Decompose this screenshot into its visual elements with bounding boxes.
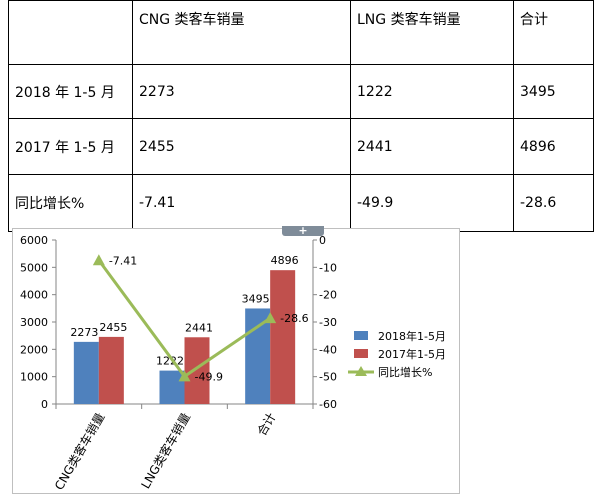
- bar: [73, 341, 99, 404]
- bar-data-label: 3495: [242, 292, 270, 305]
- line-data-label: -7.41: [109, 254, 137, 267]
- y-tick-label: 4000: [20, 289, 48, 302]
- x-category-label: CNG类客车销量: [51, 410, 107, 493]
- add-chart-element-button[interactable]: +: [282, 225, 324, 236]
- bar: [245, 308, 271, 404]
- table-cell: 4896: [513, 118, 594, 175]
- y-tick-label: 2000: [20, 343, 48, 356]
- y-tick-label: 6000: [20, 234, 48, 247]
- line-data-label: -28.6: [280, 312, 308, 325]
- table-cell: 3495: [513, 64, 594, 119]
- y2-tick-label: -50: [319, 371, 337, 384]
- bar: [270, 270, 296, 404]
- table-cell: -49.9: [350, 174, 514, 232]
- y2-tick-label: -20: [319, 289, 337, 302]
- header-cell-total: 合计: [513, 0, 594, 65]
- table-cell: -28.6: [513, 174, 594, 232]
- legend-label: 2018年1-5月: [378, 329, 446, 343]
- table-row: 2017 年 1-5 月 2455 2441 4896: [8, 118, 594, 175]
- y2-tick-label: -40: [319, 343, 337, 356]
- bar-data-label: 2273: [70, 326, 98, 339]
- bar: [159, 370, 185, 404]
- growth-marker: [92, 254, 105, 266]
- line-data-label: -49.9: [195, 370, 223, 383]
- y2-tick-label: 0: [319, 234, 326, 247]
- y-tick-label: 3000: [20, 316, 48, 329]
- y-tick-label: 5000: [20, 261, 48, 274]
- legend-marker: [355, 366, 367, 376]
- sales-table: CNG 类客车销量 LNG 类客车销量 合计 2018 年 1-5 月 2273…: [8, 0, 594, 232]
- y2-tick-label: -30: [319, 316, 337, 329]
- bar: [184, 337, 210, 404]
- legend-swatch: [354, 349, 368, 358]
- x-category-label: LNG类客车销量: [138, 410, 193, 491]
- bar-data-label: 2455: [99, 321, 127, 334]
- bar: [98, 336, 124, 404]
- table-row: 2018 年 1-5 月 2273 1222 3495: [8, 64, 594, 119]
- x-category-label: 合计: [254, 410, 279, 438]
- growth-marker: [178, 370, 191, 382]
- header-cell: [8, 0, 133, 65]
- legend-label: 2017年1-5月: [378, 347, 446, 361]
- legend-swatch: [354, 331, 368, 340]
- table-cell: 2455: [132, 118, 351, 175]
- table-cell: 1222: [350, 64, 514, 119]
- y-tick-label: 1000: [20, 371, 48, 384]
- y2-tick-label: -60: [319, 398, 337, 411]
- table-cell: 2441: [350, 118, 514, 175]
- y2-tick-label: -10: [319, 261, 337, 274]
- growth-marker: [264, 312, 277, 324]
- legend-label: 同比增长%: [378, 365, 432, 379]
- bar-data-label: 4896: [271, 254, 299, 267]
- bar-data-label: 2441: [185, 321, 213, 334]
- table-cell: -7.41: [132, 174, 351, 232]
- y-tick-label: 0: [41, 398, 48, 411]
- table-row: 同比增长% -7.41 -49.9 -28.6: [8, 174, 594, 232]
